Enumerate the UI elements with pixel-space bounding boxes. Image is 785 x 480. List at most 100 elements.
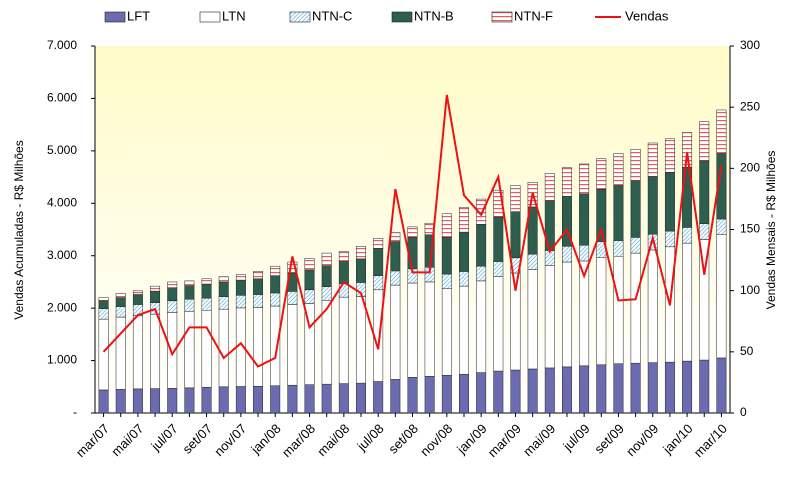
bar-segment	[390, 379, 401, 414]
bar-segment	[630, 180, 641, 238]
bar-segment	[253, 271, 264, 280]
y-tick-label: 1.000	[47, 353, 77, 367]
bar-segment	[115, 297, 126, 307]
bar-segment	[235, 274, 246, 281]
y2-tick-label: 300	[740, 38, 760, 52]
bar-segment	[132, 294, 143, 305]
bar-segment	[184, 387, 195, 414]
y-tick-label: 7.000	[47, 38, 77, 52]
bar-segment	[441, 273, 452, 289]
bar-segment	[98, 300, 109, 309]
y-tick-label: 6.000	[47, 91, 77, 105]
legend-label: Vendas	[625, 8, 669, 23]
bar-segment	[682, 227, 693, 244]
bar-segment	[630, 149, 641, 181]
bar-segment	[218, 281, 229, 297]
bar-segment	[304, 384, 315, 414]
y-tick-label: 5.000	[47, 143, 77, 157]
bar-segment	[407, 282, 418, 378]
bar-segment	[321, 383, 332, 414]
bar-segment	[596, 364, 607, 414]
bar-segment	[373, 248, 384, 276]
bar-segment	[579, 163, 590, 195]
bar-segment	[527, 368, 538, 414]
bar-segment	[287, 291, 298, 305]
y2-tick-label: 150	[740, 222, 760, 236]
bar-segment	[476, 198, 487, 225]
bar-segment	[647, 142, 658, 177]
x-tick-label: set/09	[591, 421, 627, 457]
y-tick-label: 3.000	[47, 248, 77, 262]
bar-segment	[441, 237, 452, 275]
bar-segment	[716, 109, 727, 154]
x-tick-label: set/08	[385, 421, 421, 457]
bar-segment	[613, 240, 624, 257]
bar-segment	[201, 283, 212, 299]
bar-segment	[510, 211, 521, 259]
bar-segment	[493, 216, 504, 262]
bar-segment	[613, 363, 624, 414]
x-tick-label: mar/07	[73, 421, 112, 460]
bar-segment	[630, 252, 641, 364]
x-tick-label: jan/08	[247, 421, 283, 457]
bar-segment	[218, 276, 229, 283]
bar-segment	[647, 249, 658, 363]
bar-segment	[235, 295, 246, 309]
bar-segment	[613, 185, 624, 241]
bar-segment	[235, 386, 246, 414]
bar-segment	[647, 362, 658, 414]
bar-segment	[98, 389, 109, 414]
bar-segment	[699, 160, 710, 224]
bar-segment	[561, 167, 572, 197]
bar-segment	[373, 381, 384, 414]
bar-segment	[167, 388, 178, 414]
sales-line	[102, 94, 723, 368]
bar-segment	[630, 362, 641, 414]
bar-segment	[579, 244, 590, 262]
bar-segment	[390, 241, 401, 272]
bar-segment	[390, 284, 401, 380]
bar-segment	[150, 285, 161, 292]
bar-segment	[338, 251, 349, 262]
bar-segment	[201, 297, 212, 311]
bar-segment	[596, 257, 607, 366]
bar-segment	[373, 275, 384, 291]
x-tick-label: jul/07	[147, 421, 180, 454]
y2-tick-label: 50	[740, 344, 754, 358]
legend-swatch	[199, 11, 221, 23]
bar-segment	[493, 261, 504, 277]
bar-segment	[716, 357, 727, 414]
bar-segment	[527, 253, 538, 270]
bar-segment	[699, 359, 710, 414]
bar-segment	[98, 297, 109, 302]
bar-segment	[338, 296, 349, 384]
y2-tick-label: 200	[740, 161, 760, 175]
bar-segment	[407, 377, 418, 414]
bar-segment	[476, 224, 487, 267]
bar-segment	[270, 275, 281, 294]
bar-segment	[235, 279, 246, 296]
bar-segment	[390, 232, 401, 242]
bar-segment	[561, 246, 572, 263]
bar-segment	[682, 360, 693, 414]
bar-segment	[441, 213, 452, 238]
bar-segment	[510, 185, 521, 212]
x-tick-label: mai/09	[520, 421, 558, 459]
y2-axis-title: Vendas Mensais - R$ Milhões	[764, 151, 778, 310]
legend-swatch	[104, 11, 126, 23]
bar-segment	[201, 387, 212, 414]
legend-label: NTN-B	[414, 8, 454, 23]
y-tick-label: -	[73, 405, 77, 419]
bar-segment	[424, 281, 435, 377]
bar-segment	[115, 293, 126, 298]
bar-segment	[664, 138, 675, 173]
x-tick-label: mai/07	[108, 421, 146, 459]
x-tick-label: mar/10	[691, 421, 730, 460]
bar-segment	[682, 132, 693, 168]
bar-segment	[270, 305, 281, 386]
bar-segment	[579, 193, 590, 246]
y2-tick-label: 100	[740, 283, 760, 297]
x-tick-label: jul/09	[559, 421, 592, 454]
bar-segment	[647, 176, 658, 235]
bar-segment	[132, 315, 143, 390]
